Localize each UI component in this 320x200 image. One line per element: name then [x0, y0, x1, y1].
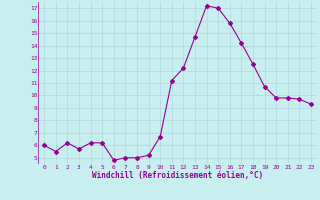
X-axis label: Windchill (Refroidissement éolien,°C): Windchill (Refroidissement éolien,°C) [92, 171, 263, 180]
